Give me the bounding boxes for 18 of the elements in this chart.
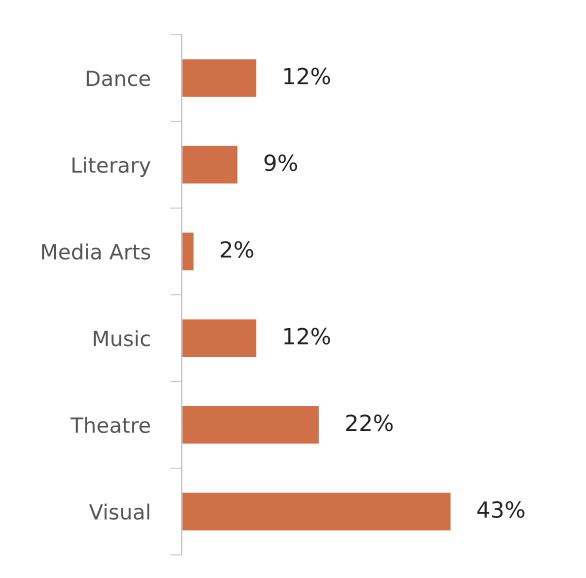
data-label: 43%	[477, 501, 524, 518]
data-label: 12%	[284, 68, 330, 84]
bar	[182, 58, 258, 98]
y-tick-label: Dance	[86, 70, 150, 86]
y-tick-label: Music	[94, 330, 150, 346]
y-tick-label: Visual	[89, 504, 150, 520]
bar	[182, 491, 452, 532]
bar	[182, 231, 195, 272]
y-tick-label: Theatre	[70, 416, 150, 434]
y-tick-label: Media Arts	[42, 244, 150, 260]
data-label: 9%	[264, 154, 298, 172]
data-label: 22%	[346, 414, 393, 432]
data-label: 12%	[284, 328, 330, 345]
bar	[182, 404, 320, 446]
bar	[182, 144, 239, 185]
bar	[182, 318, 258, 358]
data-label: 2%	[220, 241, 254, 258]
y-tick-label: Literary	[72, 156, 150, 177]
